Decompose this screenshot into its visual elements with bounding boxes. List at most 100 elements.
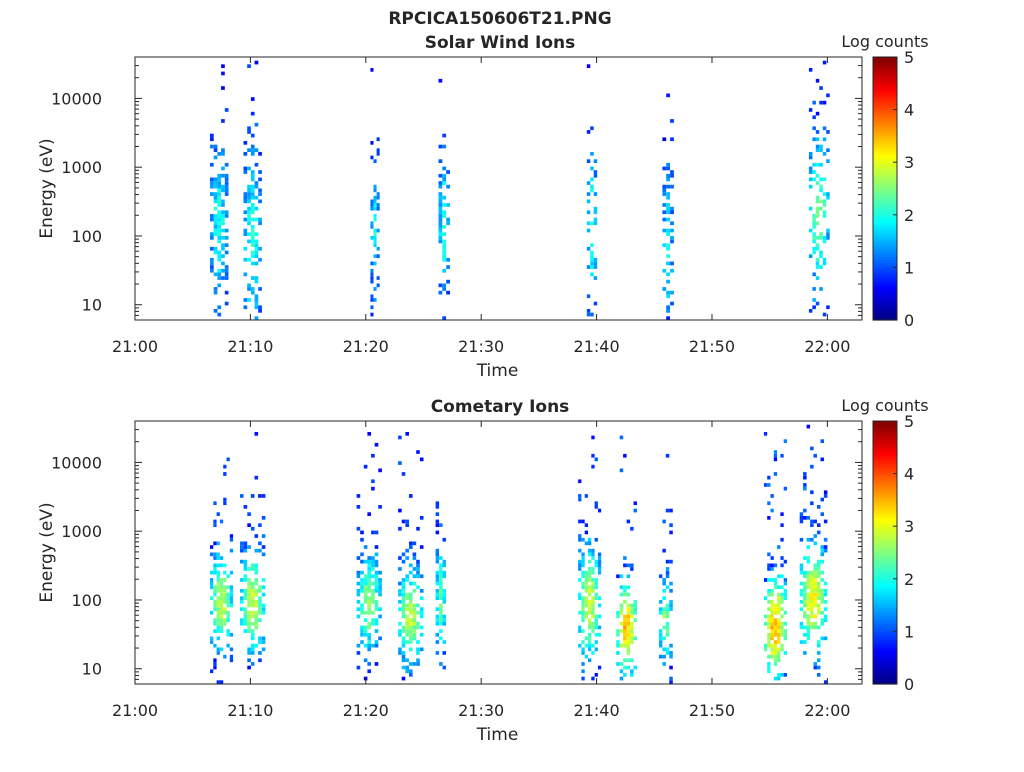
heatmap-cell [591,610,595,615]
colorbar-segment [873,201,897,205]
colorbar-segment [873,283,897,287]
heatmap-cell [586,246,591,251]
heatmap-cell [591,556,595,560]
heatmap-cell [581,676,585,681]
heatmap-cell [405,432,409,436]
heatmap-cell [588,603,592,608]
heatmap-cell [223,618,227,622]
heatmap-cell [442,210,447,215]
heatmap-cell [593,206,598,211]
heatmap-cell [419,647,424,652]
heatmap-cell [820,497,824,502]
heatmap-cell [438,184,443,189]
heatmap-cell [780,621,784,626]
heatmap-cell [213,665,217,670]
heatmap-cell [594,625,598,630]
heatmap-cell [250,651,255,655]
heatmap-cell [435,607,440,611]
heatmap-cell [363,600,368,604]
heatmap-cell [817,658,821,663]
heatmap-cell [398,629,402,633]
heatmap-cell [666,316,670,320]
heatmap-cell [398,647,402,652]
heatmap-cell [254,578,259,582]
heatmap-cell [442,250,447,255]
heatmap-cell [221,254,225,258]
heatmap-cell [817,559,821,564]
heatmap-cell [767,621,771,626]
colorbar-tick-label: 2 [904,206,914,225]
heatmap-cell [826,93,830,98]
heatmap-cell [819,100,823,105]
heatmap-cell [374,570,379,575]
colorbar-segment [873,309,897,313]
heatmap-cell [401,665,406,670]
solar-wind-x-axis: 21:00 21:10 21:20 21:30 21:40 21:50 22:00 [112,57,850,356]
heatmap-cell [780,643,784,648]
heatmap-cell [435,548,440,553]
heatmap-cell [590,166,594,171]
heatmap-cell [823,614,828,619]
heatmap-cell [367,610,371,615]
heatmap-cell [777,673,781,677]
heatmap-cell [810,464,814,469]
heatmap-cell [808,68,813,72]
heatmap-cell [226,600,230,604]
heatmap-cell [378,589,382,593]
heatmap-cell [578,643,582,648]
heatmap-cell [594,673,598,677]
heatmap-cell [401,581,406,586]
heatmap-cell [770,603,774,608]
heatmap-cell [803,600,807,604]
colorbar-segment [873,523,897,527]
heatmap-cell [588,585,592,590]
heatmap-cell [812,214,816,218]
heatmap-cell [243,559,248,564]
heatmap-cell [669,530,673,535]
heatmap-cell [419,625,424,630]
heatmap-cell [767,483,771,487]
colorbar-segment [873,317,897,321]
heatmap-cell [581,618,585,622]
heatmap-cell [662,217,667,222]
heatmap-cell [665,629,670,633]
heatmap-cell [770,592,774,597]
heatmap-cell [442,621,446,626]
heatmap-cell [810,589,814,593]
heatmap-cell [669,559,673,564]
heatmap-cell [376,283,380,288]
heatmap-cell [819,86,823,90]
heatmap-cell [258,309,262,313]
heatmap-cell [416,658,420,663]
heatmap-cell [213,585,217,590]
heatmap-cell [213,246,218,251]
heatmap-cell [806,603,811,608]
heatmap-cell [438,210,443,215]
heatmap-cell [823,519,828,524]
colorbar-segment [873,199,897,203]
colorbar-tick-label: 3 [904,517,914,536]
heatmap-cell [616,574,620,579]
heatmap-cell [247,589,251,593]
heatmap-cell [378,592,382,597]
heatmap-cell [363,592,368,597]
heatmap-cell [623,621,627,626]
heatmap-cell [371,592,375,597]
heatmap-cell [219,625,224,630]
heatmap-cell [258,188,262,193]
heatmap-cell [216,647,220,652]
heatmap-cell [588,574,592,579]
cometary-axes-box [134,420,863,685]
heatmap-cell [633,501,637,506]
heatmap-cell [416,625,420,630]
heatmap-cell [815,236,820,240]
colorbar-segment [873,83,897,87]
heatmap-cell [254,534,259,538]
heatmap-cell [223,607,227,611]
colorbar-segment [873,602,897,606]
heatmap-cell [409,662,413,666]
heatmap-cell [669,680,673,684]
heatmap-cell [767,643,771,648]
heatmap-cell [360,570,364,575]
colorbar-segment [873,146,897,150]
